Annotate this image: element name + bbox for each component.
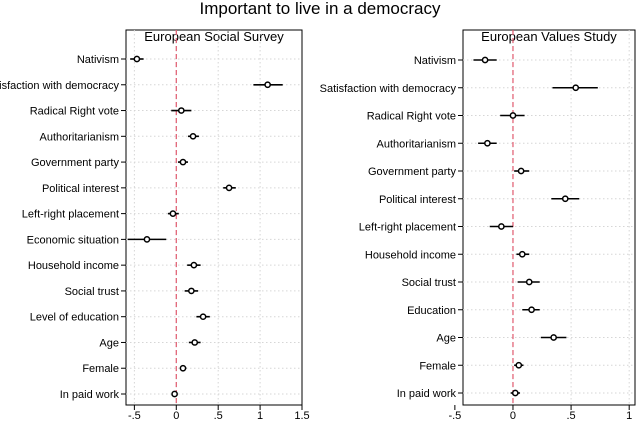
y-tick-label: Left-right placement (22, 209, 119, 221)
y-tick-label: Radical Right vote (30, 106, 119, 118)
point-estimate (509, 112, 517, 119)
point-estimate (484, 139, 491, 147)
y-tick-label: Political interest (42, 183, 119, 195)
y-tick-label: Authoritarianism (40, 131, 119, 143)
y-tick-label: Female (82, 363, 119, 375)
y-tick-label: Female (419, 360, 456, 372)
point-estimate (528, 306, 535, 314)
plot-area (462, 29, 636, 406)
y-tick-label: Political interest (379, 194, 456, 206)
y-tick-label: Left-right placement (359, 222, 456, 234)
x-tick-label: -.5 (448, 410, 461, 422)
point-estimate (169, 210, 177, 217)
point-estimate (179, 364, 187, 372)
point-estimate (199, 313, 207, 321)
point-estimate (561, 195, 569, 203)
point-estimate (177, 107, 185, 114)
y-tick-label: Household income (365, 249, 456, 261)
point-estimate (171, 390, 178, 398)
x-tick-label: .5 (214, 410, 223, 422)
panel-1: European Social Survey -.5 0 .5 1 1.5 Nativism… (0, 29, 310, 422)
point-estimate (525, 278, 533, 286)
y-tick-label: Level of education (30, 312, 119, 324)
point-estimate (188, 287, 195, 295)
y-tick-label: Government party (368, 166, 457, 178)
y-tick-label: Age (99, 337, 119, 349)
x-tick-label: 1.5 (294, 410, 309, 422)
panels: European Social Survey-.5 0.5 1 1.5Nativism… (0, 29, 636, 422)
point-estimate (189, 132, 197, 140)
point-estimate (191, 339, 199, 346)
point-estimate (550, 334, 557, 341)
y-tick-label: Economic situation (27, 234, 119, 246)
panel-title: European Values Study (481, 29, 617, 44)
plot-area (125, 29, 303, 406)
y-tick-label: Social trust (402, 277, 456, 289)
y-tick-label: Satisfaction with democracy (320, 83, 457, 95)
x-tick-label: 1 (257, 410, 263, 422)
point-estimate (264, 81, 271, 89)
y-tick-label: Education (407, 305, 456, 317)
y-tick-label: Nativism (77, 54, 119, 66)
y-tick-label: Government party (31, 157, 120, 169)
x-tick-label: -.5 (128, 410, 141, 422)
point-estimate (133, 55, 141, 63)
x-tick-label: .5 (566, 410, 575, 422)
figure-title: Important to live in a democracy (200, 0, 441, 18)
point-estimate (179, 158, 187, 166)
y-tick-label: Authoritarianism (377, 138, 456, 150)
y-tick-label: Social trust (65, 286, 119, 298)
point-estimate (511, 389, 519, 397)
y-tick-label: Satisfaction with democracy (0, 80, 119, 92)
x-tick-label: 0 (173, 410, 179, 422)
y-tick-label: Nativism (414, 55, 456, 67)
panel-title: European Social Survey (144, 29, 284, 44)
panel-2: European Values Study -.5 0 .5 1 Nativism Sati… (320, 29, 636, 422)
point-estimate (481, 56, 489, 64)
point-estimate (572, 84, 580, 92)
y-tick-label: Radical Right vote (367, 111, 456, 123)
y-tick-label: Household income (28, 260, 119, 272)
x-tick-label: 0 (510, 410, 516, 422)
x-tick-label: 1 (626, 410, 632, 422)
y-tick-label: In paid work (60, 389, 120, 401)
point-estimate (190, 261, 198, 269)
point-estimate (517, 167, 525, 175)
y-tick-label: Age (436, 333, 456, 345)
point-estimate (498, 223, 505, 230)
point-estimate (143, 236, 151, 243)
point-estimate (518, 250, 526, 258)
point-estimate (225, 184, 233, 192)
point-estimate (515, 361, 523, 369)
y-tick-label: In paid work (397, 388, 457, 400)
